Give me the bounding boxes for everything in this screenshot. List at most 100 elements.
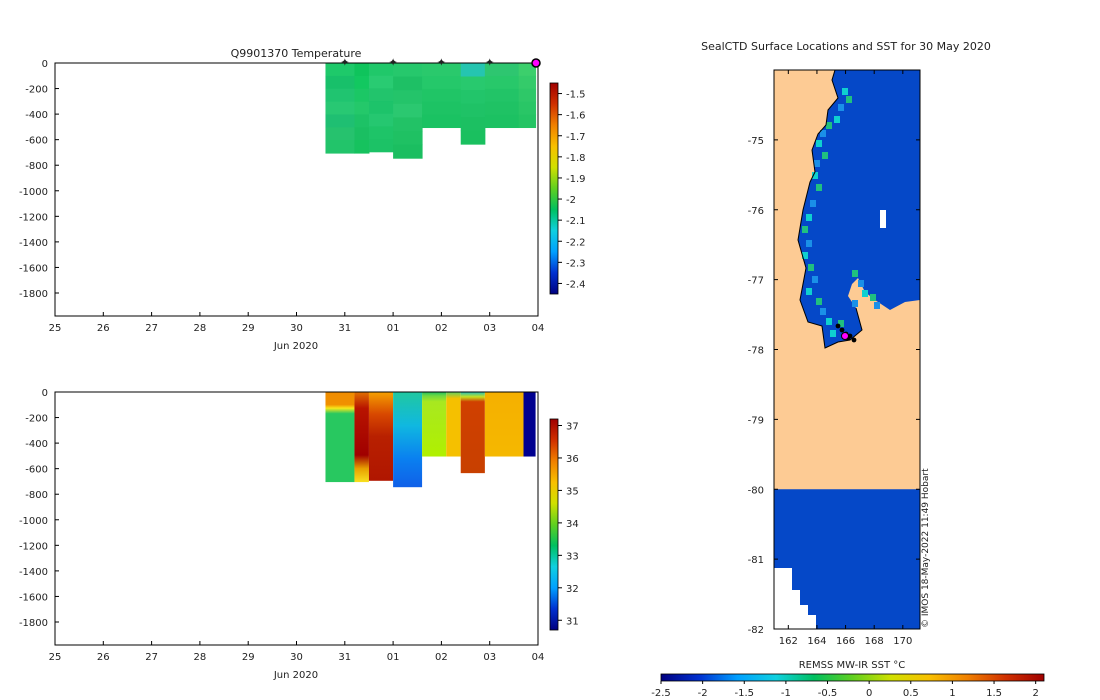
surface-marker: ✦ bbox=[340, 56, 349, 69]
profile-cell bbox=[422, 114, 462, 129]
salinity-x-label: Jun 2020 bbox=[273, 670, 318, 681]
coastal-cell bbox=[838, 104, 844, 111]
profile-cell bbox=[393, 117, 423, 132]
y-tick-label: -81 bbox=[748, 555, 764, 566]
temperature-title: Q9901370 Temperature bbox=[231, 47, 362, 60]
surface-markers: ✦ ✦ ✦ ✦ bbox=[340, 56, 541, 69]
salinity-profiles bbox=[325, 392, 536, 488]
colorbar-tick-label: -1.7 bbox=[566, 132, 586, 143]
coastal-cell bbox=[826, 318, 832, 325]
colorbar-tick-label: 34 bbox=[566, 519, 579, 530]
profile-cell bbox=[518, 75, 537, 90]
salinity-panel: 25 26 27 28 29 30 31 01 02 03 04 0 -200 -400 -600 -800… bbox=[19, 388, 579, 681]
x-tick-label: 03 bbox=[483, 323, 496, 334]
profile-cell bbox=[484, 63, 520, 77]
profile-cell bbox=[422, 75, 462, 90]
track-point bbox=[839, 327, 845, 333]
colorbar-tick-label: -1.8 bbox=[566, 153, 586, 164]
profile-cell bbox=[460, 63, 486, 78]
no-data-patch bbox=[880, 210, 886, 228]
temperature-y-ticks: 0 -200 -400 -600 -800 -1000 -1200 -1400 -1600 -18… bbox=[19, 59, 59, 300]
sst-map-panel: SealCTD Surface Locations and SST for 30… bbox=[651, 40, 1045, 699]
sst-map bbox=[774, 69, 920, 629]
profile-cell bbox=[484, 101, 520, 116]
colorbar-bar bbox=[549, 418, 559, 631]
coastal-cell bbox=[808, 264, 814, 271]
y-tick-label: -1400 bbox=[19, 238, 48, 249]
profile-cell bbox=[484, 114, 520, 129]
colorbar-bar bbox=[549, 82, 559, 295]
x-tick-label: 01 bbox=[387, 652, 400, 663]
x-tick-label: 30 bbox=[290, 652, 303, 663]
y-tick-label: -1600 bbox=[19, 592, 48, 603]
y-tick-label: -80 bbox=[748, 485, 764, 496]
y-tick-label: -78 bbox=[748, 346, 764, 357]
x-tick-label: 27 bbox=[145, 652, 158, 663]
profile-cell bbox=[368, 63, 394, 77]
x-tick-label: 27 bbox=[145, 323, 158, 334]
profile-cell bbox=[518, 63, 537, 77]
colorbar-tick-label: 33 bbox=[566, 551, 579, 562]
coastal-cell bbox=[870, 294, 876, 301]
coastal-cell bbox=[814, 160, 820, 167]
y-tick-label: -79 bbox=[748, 415, 764, 426]
colorbar-tick-label: 32 bbox=[566, 584, 579, 595]
y-tick-label: -1000 bbox=[19, 516, 48, 527]
colorbar-tick-label: -1.6 bbox=[566, 111, 586, 122]
profile-cell bbox=[354, 140, 370, 154]
surface-marker: ✦ bbox=[437, 56, 446, 69]
y-tick-label: -200 bbox=[25, 414, 48, 425]
temperature-x-ticks: 25 26 27 28 29 30 31 01 02 03 04 bbox=[49, 312, 545, 334]
profile-cell bbox=[446, 392, 461, 457]
coastal-cell bbox=[806, 288, 812, 295]
profile-cell bbox=[393, 76, 423, 91]
profile-cell bbox=[460, 90, 486, 105]
x-tick-label: 02 bbox=[435, 652, 448, 663]
y-tick-label: -76 bbox=[748, 206, 764, 217]
coastal-cell bbox=[852, 300, 858, 307]
profile-cell bbox=[368, 113, 394, 127]
x-tick-label: 25 bbox=[49, 652, 62, 663]
profile-cell bbox=[393, 103, 423, 118]
profile-cell bbox=[518, 114, 537, 129]
coastal-cell bbox=[816, 298, 822, 305]
last-profile-marker bbox=[531, 58, 541, 68]
coastal-cell bbox=[806, 240, 812, 247]
profile-cell bbox=[325, 392, 355, 483]
profile-cell bbox=[354, 63, 370, 77]
coastal-cell bbox=[834, 116, 840, 123]
sst-colorbar: -2.5 -2 -1.5 -1 -0.5 0 0.5 1 1.5 2 bbox=[651, 673, 1045, 699]
colorbar-tick-label: 1 bbox=[949, 688, 955, 699]
colorbar-tick-label: 1.5 bbox=[986, 688, 1002, 699]
x-tick-label: 28 bbox=[194, 323, 207, 334]
profile-cell bbox=[518, 101, 537, 116]
y-tick-label: -77 bbox=[748, 276, 764, 287]
colorbar-tick-label: 31 bbox=[566, 616, 579, 627]
temperature-panel: Q9901370 Temperature 25 26 27 28 29 30 31 01 02 0… bbox=[19, 47, 586, 352]
temperature-x-label: Jun 2020 bbox=[273, 341, 318, 352]
profile-cell bbox=[484, 392, 524, 457]
x-tick-label: 29 bbox=[242, 652, 255, 663]
colorbar-tick-label: 36 bbox=[566, 454, 579, 465]
y-tick-label: -1800 bbox=[19, 618, 48, 629]
profile-cell bbox=[354, 101, 370, 115]
y-tick-label: -75 bbox=[748, 136, 764, 147]
profile-cell bbox=[460, 392, 485, 474]
coastal-cell bbox=[852, 270, 858, 277]
profile-cell bbox=[325, 75, 355, 90]
colorbar-tick-label: -0.5 bbox=[818, 688, 838, 699]
y-tick-label: -600 bbox=[25, 465, 48, 476]
coastal-cell bbox=[862, 290, 868, 297]
profile-cell bbox=[325, 114, 355, 128]
coastal-cell bbox=[812, 172, 818, 179]
profile-cell bbox=[368, 88, 394, 102]
x-tick-label: 04 bbox=[532, 652, 545, 663]
y-tick-label: -800 bbox=[25, 490, 48, 501]
x-tick-label: 04 bbox=[532, 323, 545, 334]
colorbar-tick-label: 0.5 bbox=[903, 688, 919, 699]
x-tick-label: 29 bbox=[242, 323, 255, 334]
x-tick-label: 26 bbox=[97, 323, 110, 334]
temperature-colorbar: -1.5 -1.6 -1.7 -1.8 -1.9 -2 -2.1 -2.2 -2.3 -2.4 bbox=[549, 82, 586, 295]
temperature-profiles bbox=[325, 63, 537, 159]
coastal-cell bbox=[820, 308, 826, 315]
